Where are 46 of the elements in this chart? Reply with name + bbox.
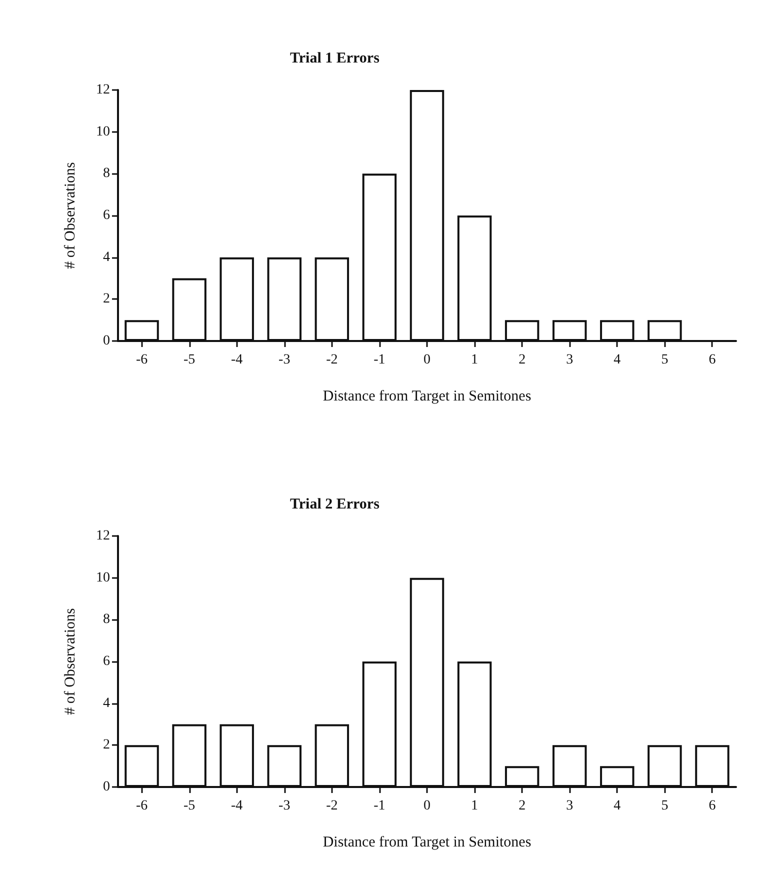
x-tick-label: 5 xyxy=(661,798,668,814)
x-tick-label: 0 xyxy=(424,798,430,814)
y-tick-label: 0 xyxy=(103,780,110,794)
x-tick-label: 3 xyxy=(566,798,574,814)
y-tick-label: 4 xyxy=(103,250,110,265)
x-tick-label: 4 xyxy=(614,798,621,814)
y-tick-label: 2 xyxy=(103,292,110,307)
x-tick-label: -4 xyxy=(231,352,243,368)
x-tick-label: -4 xyxy=(231,798,243,814)
y-tick-label: 12 xyxy=(96,528,110,544)
x-tick-label: -6 xyxy=(136,798,148,814)
x-tick-label: 1 xyxy=(471,352,478,368)
y-tick-label: 0 xyxy=(103,334,110,348)
x-tick-label: -2 xyxy=(326,798,338,814)
x-tick-label: 1 xyxy=(471,798,478,814)
x-axis-title: Distance from Target in Semitones xyxy=(322,834,532,850)
x-tick-label: -5 xyxy=(183,352,196,368)
chart-title: Trial 1 Errors xyxy=(290,50,380,66)
y-axis-title: # of Observations xyxy=(62,608,78,715)
x-tick-label: -3 xyxy=(278,798,290,814)
y-tick-label: 12 xyxy=(96,82,110,98)
y-tick-label: 4 xyxy=(103,696,110,711)
x-tick-label: 2 xyxy=(518,798,526,814)
x-tick-label: 2 xyxy=(518,352,526,368)
x-axis-title: Distance from Target in Semitones xyxy=(322,388,532,404)
x-tick-label: -1 xyxy=(374,798,386,814)
x-tick-label: -3 xyxy=(278,352,290,368)
y-axis-title: # of Observations xyxy=(62,162,78,269)
x-tick-label: 4 xyxy=(614,352,621,368)
y-tick-label: 2 xyxy=(103,738,110,753)
y-tick-label: 8 xyxy=(103,166,110,182)
x-tick-label: 5 xyxy=(661,352,668,368)
y-tick-label: 8 xyxy=(103,612,110,628)
x-tick-label: -1 xyxy=(374,352,386,368)
x-tick-label: 6 xyxy=(708,798,716,814)
y-tick-label: 6 xyxy=(103,208,110,223)
y-tick-label: 10 xyxy=(96,124,110,140)
x-tick-label: -6 xyxy=(136,352,148,368)
y-tick-label: 10 xyxy=(96,570,110,586)
y-tick-label: 6 xyxy=(103,654,110,669)
x-tick-label: 6 xyxy=(708,352,716,368)
chart-title: Trial 2 Errors xyxy=(290,496,380,512)
x-tick-label: -5 xyxy=(183,798,196,814)
x-tick-label: 3 xyxy=(566,352,574,368)
x-tick-label: -2 xyxy=(326,352,338,368)
x-tick-label: 0 xyxy=(424,352,430,368)
